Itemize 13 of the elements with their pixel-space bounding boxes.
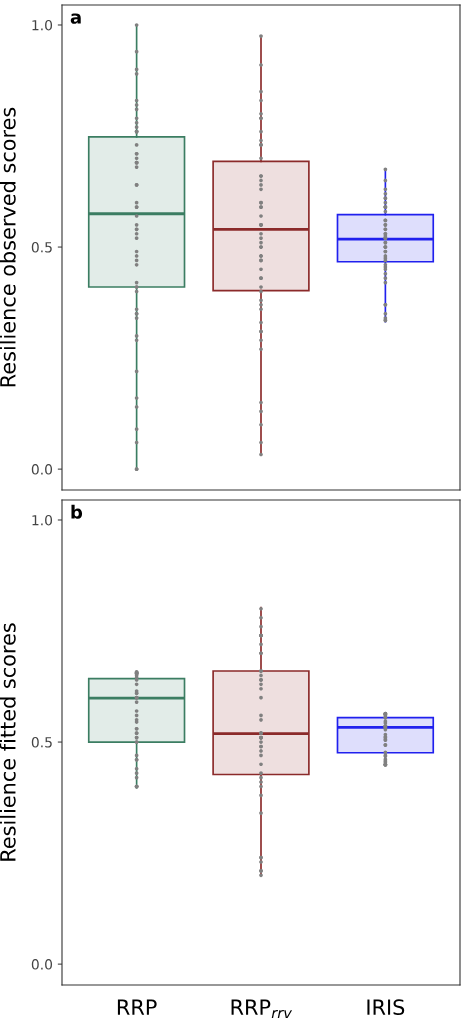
chart-title: b: [71, 504, 83, 519]
y-tick-label: 1.0: [32, 19, 53, 31]
x-tick-label: RRP$_{rrv}$: [231, 999, 293, 1019]
chart-title: a: [70, 13, 81, 24]
y-tick-label: 0.0: [31, 464, 53, 475]
x-tick-label: RRP: [117, 999, 157, 1015]
x-tick-label: IRIS: [367, 999, 405, 1016]
y-tick-label: 1.0: [32, 514, 53, 526]
y-axis-title: Resilience observed scores: [0, 107, 16, 387]
y-tick-label: 0.5: [31, 737, 52, 748]
y-axis-title: Resilience fitted scores: [0, 623, 16, 861]
y-tick-label: 0.5: [31, 242, 52, 253]
y-tick-label: 0.0: [31, 959, 53, 970]
